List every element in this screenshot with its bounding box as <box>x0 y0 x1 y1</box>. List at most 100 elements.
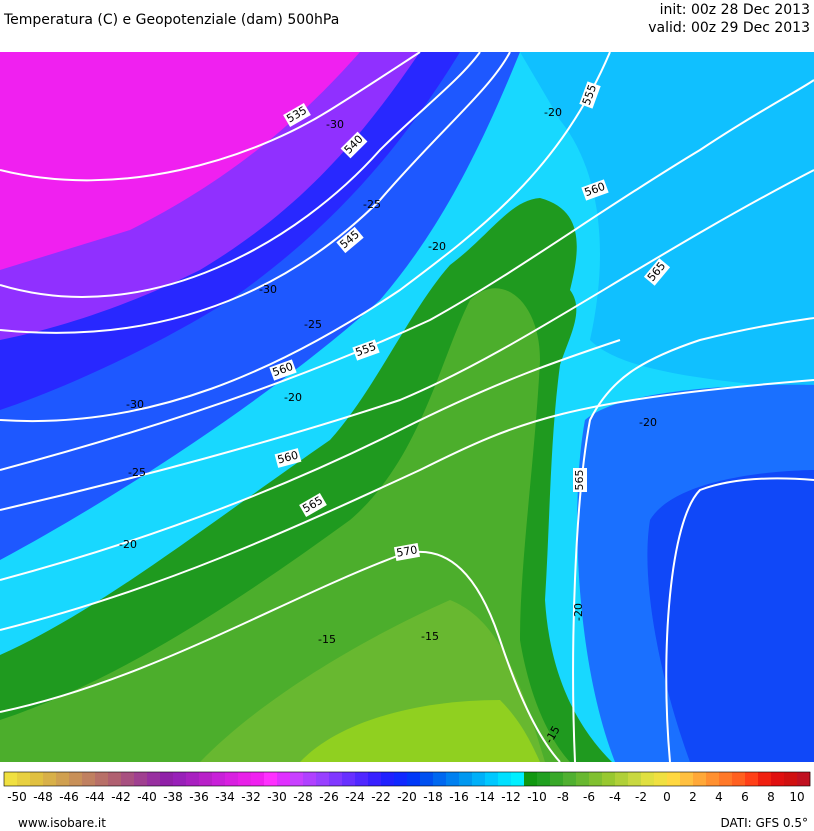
colorbar-label: -24 <box>345 790 365 804</box>
contour-label: -25 <box>128 466 146 479</box>
colorbar-swatch <box>420 772 434 786</box>
contour-label: 565 <box>573 468 587 492</box>
label-box <box>340 131 368 159</box>
colorbar-swatch <box>706 772 720 786</box>
contour-label: -30 <box>126 398 144 411</box>
isohypse <box>0 550 561 762</box>
field-magenta <box>0 52 360 270</box>
colorbar-swatch <box>186 772 200 786</box>
label-box <box>269 359 297 381</box>
colorbar-swatch <box>355 772 369 786</box>
colorbar-swatch <box>277 772 291 786</box>
colorbar-swatch <box>602 772 616 786</box>
contour-label-text: -25 <box>304 318 322 331</box>
contour-label: -25 <box>304 318 322 331</box>
colorbar-swatch <box>550 772 564 786</box>
colorbar-swatch <box>641 772 655 786</box>
field-cyan-dark <box>520 52 814 390</box>
colorbar-swatch <box>433 772 447 786</box>
label-box <box>299 492 327 518</box>
colorbar-swatch <box>290 772 304 786</box>
data-source: DATI: GFS 0.5° <box>720 816 808 830</box>
colorbar-swatch <box>43 772 57 786</box>
colorbar-swatch <box>134 772 148 786</box>
contour-label-text: -25 <box>363 198 381 211</box>
isohypse <box>0 52 421 182</box>
isohypse <box>0 79 814 471</box>
colorbar-swatch <box>82 772 96 786</box>
contour-label-text: -20 <box>639 416 657 429</box>
colorbar-swatch <box>69 772 83 786</box>
colorbar-label: -48 <box>33 790 53 804</box>
isohypse <box>0 52 511 334</box>
colorbar-swatch <box>342 772 356 786</box>
colorbar-swatch <box>667 772 681 786</box>
contour-label-text: -20 <box>119 538 137 551</box>
colorbar-swatch <box>472 772 486 786</box>
contour-label: 555 <box>579 81 601 109</box>
label-box <box>581 179 609 201</box>
colorbar-label: 0 <box>663 790 671 804</box>
colorbar-label: -14 <box>475 790 495 804</box>
colorbar-swatch <box>771 772 785 786</box>
contour-label-text: -15 <box>421 630 439 643</box>
colorbar-swatch <box>563 772 577 786</box>
colorbar-swatch <box>212 772 226 786</box>
colorbar-swatch <box>17 772 31 786</box>
contour-label: -15 <box>318 633 336 646</box>
colorbar-swatch <box>485 772 499 786</box>
label-box <box>573 468 587 492</box>
colorbar-swatch <box>264 772 278 786</box>
isohypse <box>0 169 814 511</box>
title: Temperatura (C) e Geopotenziale (dam) 50… <box>3 12 339 28</box>
label-box <box>393 543 421 561</box>
label-box <box>579 81 601 109</box>
contour-label-text: -30 <box>326 118 344 131</box>
isohypse <box>0 339 621 581</box>
colorbar-swatch <box>524 772 538 786</box>
colorbar-swatch <box>498 772 512 786</box>
colorbar-swatch <box>407 772 421 786</box>
contour-label-text: 560 <box>276 449 300 467</box>
colorbar-frame <box>3 771 811 787</box>
field-blue-east-dark <box>647 470 814 762</box>
contour-label-text: -25 <box>128 466 146 479</box>
contour-label: -30 <box>259 283 277 296</box>
contour-label: -20 <box>572 603 585 621</box>
init-time: init: 00z 28 Dec 2013 <box>660 2 810 18</box>
contour-label: -20 <box>544 106 562 119</box>
label-box <box>283 102 311 128</box>
colorbar-swatch <box>446 772 460 786</box>
contour-label: 570 <box>393 543 421 561</box>
colorbar-swatch <box>615 772 629 786</box>
colorbar-label: -22 <box>371 790 391 804</box>
colorbar-swatch <box>719 772 733 786</box>
colorbar-swatch <box>680 772 694 786</box>
colorbar-swatch <box>381 772 395 786</box>
colorbar-swatch <box>238 772 252 786</box>
contour-label: -25 <box>363 198 381 211</box>
colorbar-swatch <box>225 772 239 786</box>
colorbar-swatch <box>329 772 343 786</box>
colorbar-swatch <box>459 772 473 786</box>
colorbar-label: 8 <box>767 790 775 804</box>
colorbar-swatch <box>511 772 525 786</box>
isohypse <box>0 379 814 631</box>
colorbar-swatch <box>368 772 382 786</box>
colorbar-label: -30 <box>267 790 287 804</box>
contour-label-text: -20 <box>284 391 302 404</box>
colorbar-swatch <box>108 772 122 786</box>
isohypse <box>665 477 814 762</box>
contour-label: 555 <box>352 339 380 361</box>
contour-label: -20 <box>428 240 446 253</box>
colorbar-label: -36 <box>189 790 209 804</box>
colorbar-swatch <box>160 772 174 786</box>
colorbar-swatch <box>745 772 759 786</box>
colorbar-swatch <box>199 772 213 786</box>
colorbar-label: -26 <box>319 790 339 804</box>
isohypse <box>0 52 611 422</box>
colorbar-swatch <box>394 772 408 786</box>
colorbar-swatch <box>693 772 707 786</box>
colorbar-label: -44 <box>85 790 105 804</box>
contour-label-text: -20 <box>572 603 585 621</box>
